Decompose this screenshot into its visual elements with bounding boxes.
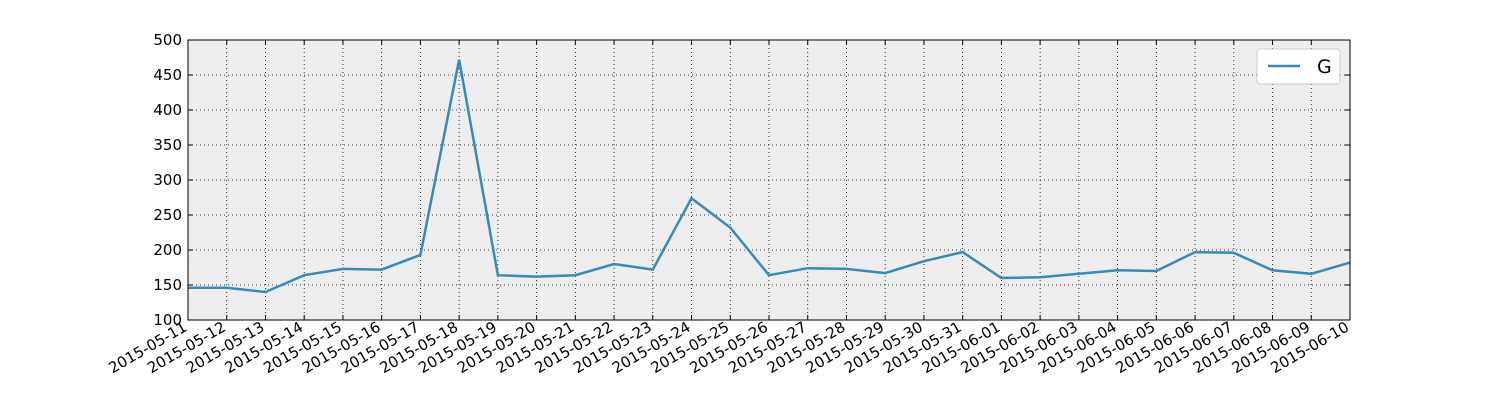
grid-lines bbox=[188, 40, 1350, 320]
y-tick-label: 250 bbox=[153, 206, 182, 224]
y-tick-label: 450 bbox=[153, 66, 182, 84]
legend: G bbox=[1256, 48, 1341, 85]
y-tick-label: 150 bbox=[153, 276, 182, 294]
legend-label: G bbox=[1317, 56, 1332, 78]
y-tick-label: 500 bbox=[153, 31, 182, 49]
y-tick-label: 100 bbox=[153, 311, 182, 329]
series-layer bbox=[188, 59, 1351, 294]
series-line-G bbox=[188, 59, 1351, 294]
y-tick-label: 400 bbox=[153, 101, 182, 119]
y-tick-label: 350 bbox=[153, 136, 182, 154]
y-tick-label: 300 bbox=[153, 171, 182, 189]
plot-frame bbox=[187, 39, 1351, 321]
y-tick-label: 200 bbox=[153, 241, 182, 259]
y-axis-ticks: 100 150 200 250 300 350 400 450 500 bbox=[153, 31, 1350, 329]
